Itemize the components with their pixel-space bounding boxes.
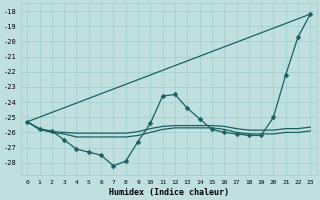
X-axis label: Humidex (Indice chaleur): Humidex (Indice chaleur): [109, 188, 229, 197]
